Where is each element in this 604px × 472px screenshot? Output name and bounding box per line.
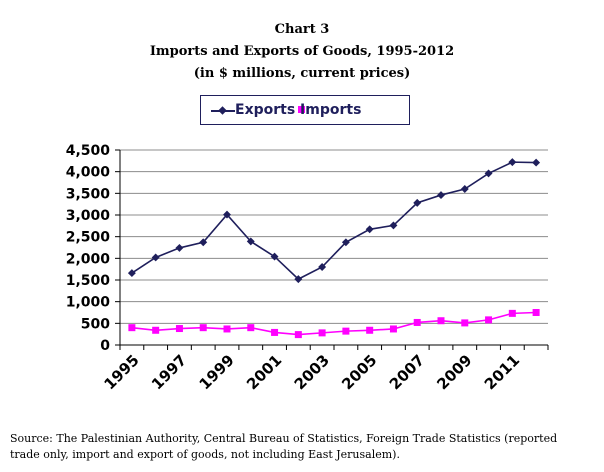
data-point-exports <box>175 243 184 252</box>
data-point-imports <box>437 317 445 325</box>
series-line-1 <box>131 311 537 336</box>
x-tick-label: 2005 <box>338 351 380 393</box>
data-point-imports <box>199 324 207 332</box>
data-point-exports <box>199 238 208 247</box>
data-point-exports <box>532 158 541 167</box>
data-point-imports <box>294 331 302 339</box>
data-point-exports <box>508 158 517 167</box>
data-point-exports <box>246 237 255 246</box>
x-tick-label: 2007 <box>386 351 428 393</box>
x-tick-label: 2011 <box>481 351 523 393</box>
x-tick-label: 1999 <box>196 351 238 393</box>
source-note: Source: The Palestinian Authority, Centr… <box>10 432 558 461</box>
data-point-imports <box>508 309 516 317</box>
line-chart: 0 500 1,000 1,500 2,000 2,500 3,000 3,500 4,000 4… <box>66 143 549 393</box>
data-point-exports <box>365 225 374 234</box>
y-tick-label: 0 <box>100 338 110 354</box>
data-point-imports <box>175 325 183 333</box>
y-tick-label: 1,000 <box>66 295 111 311</box>
data-point-exports <box>223 210 231 219</box>
y-tick-label: 3,000 <box>66 208 111 224</box>
data-point-imports <box>485 316 493 324</box>
series-line-0 <box>131 161 537 281</box>
data-point-imports <box>413 318 421 326</box>
data-point-imports <box>223 325 231 333</box>
data-point-imports <box>532 309 540 316</box>
y-tick-label: 500 <box>81 316 110 332</box>
data-point-exports <box>341 238 350 247</box>
y-tick-label: 3,500 <box>66 186 111 202</box>
x-tick-label: 2001 <box>243 351 285 393</box>
x-tick-label: 1997 <box>148 351 190 393</box>
data-point-exports <box>127 269 136 278</box>
data-point-imports <box>247 324 255 332</box>
data-point-imports <box>342 327 350 335</box>
data-point-exports <box>484 169 493 178</box>
data-point-imports <box>128 324 136 332</box>
y-tick-label: 1,500 <box>66 273 111 289</box>
data-point-imports <box>271 328 279 336</box>
data-point-imports <box>461 319 469 327</box>
data-point-imports <box>318 329 326 337</box>
data-point-exports <box>294 275 303 284</box>
y-tick-label: 4,000 <box>66 165 111 181</box>
chart-subtitle: (in $ millions, current prices) <box>193 66 411 81</box>
data-point-imports <box>389 325 397 333</box>
data-point-imports <box>366 326 374 334</box>
y-tick-label: 2,000 <box>66 251 111 267</box>
legend-marker-icon <box>211 106 305 115</box>
chart-legend: Exports Imports <box>200 95 410 125</box>
chart-title: Imports and Exports of Goods, 1995-2012 <box>149 44 455 59</box>
data-point-exports <box>318 263 327 271</box>
y-tick-label: 4,500 <box>66 143 111 159</box>
data-point-exports <box>151 253 160 262</box>
data-point-exports <box>437 191 445 200</box>
x-tick-label: 1995 <box>100 351 142 393</box>
data-point-exports <box>460 185 469 193</box>
x-tick-label: 2009 <box>433 351 475 393</box>
y-tick-label: 2,500 <box>66 230 111 246</box>
x-tick-label: 2003 <box>291 351 333 393</box>
data-point-imports <box>152 326 160 334</box>
data-point-exports <box>413 198 422 207</box>
legend-label: Exports Imports <box>235 102 362 118</box>
chart-label: Chart 3 <box>274 22 330 37</box>
